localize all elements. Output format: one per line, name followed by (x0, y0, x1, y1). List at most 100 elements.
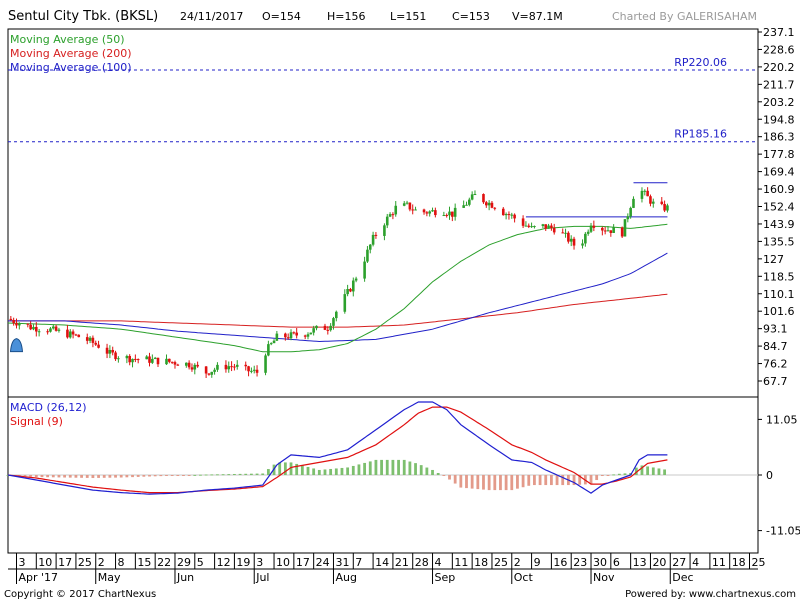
macd-histogram-bar (493, 475, 497, 491)
macd-histogram-bar (153, 475, 157, 477)
macd-histogram-bar (419, 465, 423, 475)
macd-histogram-bar (17, 475, 21, 476)
candle-body (527, 225, 531, 227)
macd-histogram-bar (561, 475, 565, 486)
candle-body (255, 369, 259, 373)
candle-body (581, 243, 584, 246)
macd-histogram-bar (363, 462, 367, 475)
candle-body (564, 232, 567, 234)
macd-histogram-bar (448, 475, 451, 480)
macd-histogram-bar (470, 475, 474, 489)
candle-body (448, 211, 451, 216)
x-tick-label: 19 (236, 556, 250, 569)
x-tick-label: 27 (672, 556, 686, 569)
price-y-tick-label: 194.8 (763, 113, 795, 126)
candle-body (434, 210, 437, 216)
candle-body (383, 225, 386, 236)
candle-body (643, 190, 647, 192)
x-tick-label: 7 (355, 556, 362, 569)
candle-body (176, 364, 180, 366)
candle-body (57, 329, 61, 331)
candle-body (422, 209, 426, 213)
candle-body (309, 332, 313, 335)
x-tick-label: 30 (593, 556, 607, 569)
candle-body (329, 325, 332, 331)
macd-histogram-bar (227, 474, 231, 476)
macd-histogram-bar (459, 475, 463, 488)
x-tick-label: 4 (692, 556, 699, 569)
macd-histogram-bar (244, 473, 248, 475)
x-tick-label: 20 (652, 556, 666, 569)
candle-body (295, 332, 298, 336)
macd-histogram-bar (368, 461, 372, 475)
candle-body (462, 205, 465, 208)
macd-histogram-bar (663, 469, 667, 475)
signal-line (7, 406, 668, 494)
candle-body (663, 204, 666, 211)
candle-body (94, 342, 98, 345)
x-tick-label: 21 (395, 556, 409, 569)
macd-histogram-bar (278, 462, 282, 475)
macd-histogram-bar (34, 475, 38, 478)
x-tick-label: 24 (316, 556, 330, 569)
macd-y-tick-label: -11.05 (766, 525, 800, 538)
candle-body (569, 238, 573, 242)
candle-body (592, 225, 596, 228)
candle-body (187, 362, 191, 368)
macd-histogram-bar (85, 475, 89, 478)
macd-histogram-bar (346, 467, 350, 475)
candle-body (312, 328, 315, 333)
macd-histogram-bar (606, 475, 610, 476)
ma100-line (8, 252, 668, 343)
quote-close: C=153 (452, 10, 490, 23)
macd-histogram-bar (102, 475, 106, 478)
candle-body (572, 238, 576, 246)
candle-body (354, 278, 358, 281)
x-tick-label: 2 (98, 556, 105, 569)
candle-body (544, 224, 548, 229)
macd-histogram-bar (170, 475, 174, 476)
candle-body (134, 358, 137, 360)
macd-histogram-bar (57, 475, 61, 478)
candle-body (210, 371, 214, 375)
macd-histogram-bar (617, 473, 621, 475)
candle-body (388, 214, 392, 217)
macd-histogram-bar (374, 459, 378, 475)
quote-date: 24/11/2017 (180, 10, 243, 23)
candle-body (533, 226, 536, 228)
month-label: Jun (176, 571, 194, 584)
macd-histogram-bar (295, 463, 299, 475)
candle-body (368, 244, 372, 250)
candle-body (315, 325, 318, 329)
macd-histogram-bar (91, 475, 95, 479)
x-tick-label: 31 (335, 556, 349, 569)
candle-body (351, 280, 355, 292)
x-tick-label: 12 (217, 556, 231, 569)
price-y-tick-label: 220.2 (763, 61, 795, 74)
macd-histogram-bar (453, 475, 457, 484)
candle-body (589, 225, 593, 232)
candle-body (230, 366, 233, 368)
candle-body (289, 332, 293, 339)
candle-body (77, 334, 81, 338)
x-tick-label: 28 (415, 556, 429, 569)
price-y-tick-label: 228.6 (763, 43, 795, 56)
macd-histogram-bar (51, 475, 55, 478)
price-y-tick-label: 152.4 (763, 201, 795, 214)
candle-body (332, 318, 335, 326)
quote-high: H=156 (327, 10, 365, 23)
price-y-tick-label: 237.1 (763, 26, 795, 39)
macd-histogram-bar (499, 475, 502, 491)
powered-by-label: Powered by: www.chartnexus.com (625, 589, 796, 600)
candle-body (547, 225, 550, 229)
x-tick-label: 9 (534, 556, 541, 569)
macd-histogram-bar (357, 464, 361, 475)
macd-histogram-bar (476, 475, 480, 490)
candle-body (292, 332, 296, 334)
month-label: Apr '17 (18, 571, 58, 584)
price-y-tick-label: 203.2 (763, 96, 795, 109)
macd-histogram-bar (165, 475, 168, 476)
legend-ma50: Moving Average (50) (10, 33, 125, 46)
candle-body (125, 355, 129, 359)
macd-histogram-bar (578, 475, 582, 485)
